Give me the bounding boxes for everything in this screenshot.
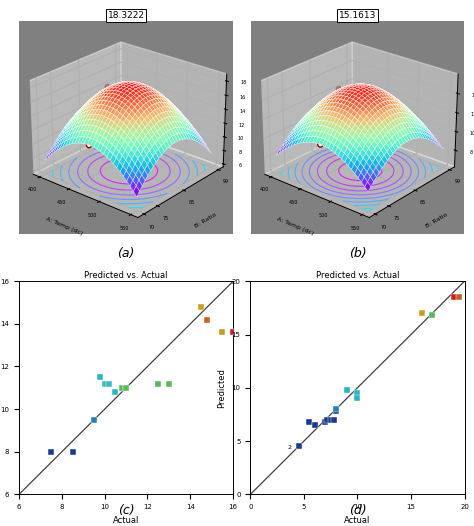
Point [204, 316, 211, 324]
Point [327, 416, 335, 424]
Title: Predicted vs. Actual: Predicted vs. Actual [84, 271, 168, 280]
Text: (a): (a) [118, 247, 135, 260]
Point [97, 373, 104, 381]
X-axis label: A: Temp (dc): A: Temp (dc) [276, 216, 315, 236]
Text: 2: 2 [287, 445, 292, 450]
Point [101, 379, 109, 388]
X-axis label: Actual: Actual [344, 515, 371, 525]
Text: (d): (d) [348, 504, 366, 517]
Y-axis label: B: Ratio: B: Ratio [194, 211, 218, 228]
Point [155, 379, 162, 388]
Point [165, 379, 173, 388]
Text: (b): (b) [348, 247, 366, 260]
Point [354, 389, 361, 397]
Point [122, 383, 130, 392]
Point [332, 407, 340, 416]
Text: (c): (c) [118, 504, 134, 517]
Point [105, 379, 113, 388]
Point [456, 293, 463, 301]
Point [311, 421, 319, 429]
Point [321, 418, 329, 426]
Point [47, 448, 55, 456]
Point [90, 416, 98, 424]
Point [428, 311, 436, 319]
Point [219, 328, 226, 337]
Point [305, 418, 313, 426]
Point [122, 383, 130, 392]
Point [69, 448, 76, 456]
Point [330, 416, 337, 424]
Point [324, 416, 331, 424]
X-axis label: Actual: Actual [113, 515, 139, 525]
Point [450, 293, 457, 301]
Title: Predicted vs. Actual: Predicted vs. Actual [316, 271, 399, 280]
Point [418, 309, 426, 317]
Point [354, 394, 361, 403]
Point [111, 388, 119, 396]
Point [229, 328, 237, 337]
X-axis label: A: Temp (dc): A: Temp (dc) [45, 216, 83, 236]
Point [295, 442, 302, 451]
Point [118, 383, 126, 392]
Y-axis label: Predicted: Predicted [217, 368, 226, 408]
Point [332, 405, 340, 413]
Point [197, 302, 205, 311]
Title: 15.1613: 15.1613 [339, 11, 376, 21]
Title: 18.3222: 18.3222 [108, 11, 145, 21]
Point [343, 386, 350, 394]
Y-axis label: B: Ratio: B: Ratio [425, 211, 449, 228]
